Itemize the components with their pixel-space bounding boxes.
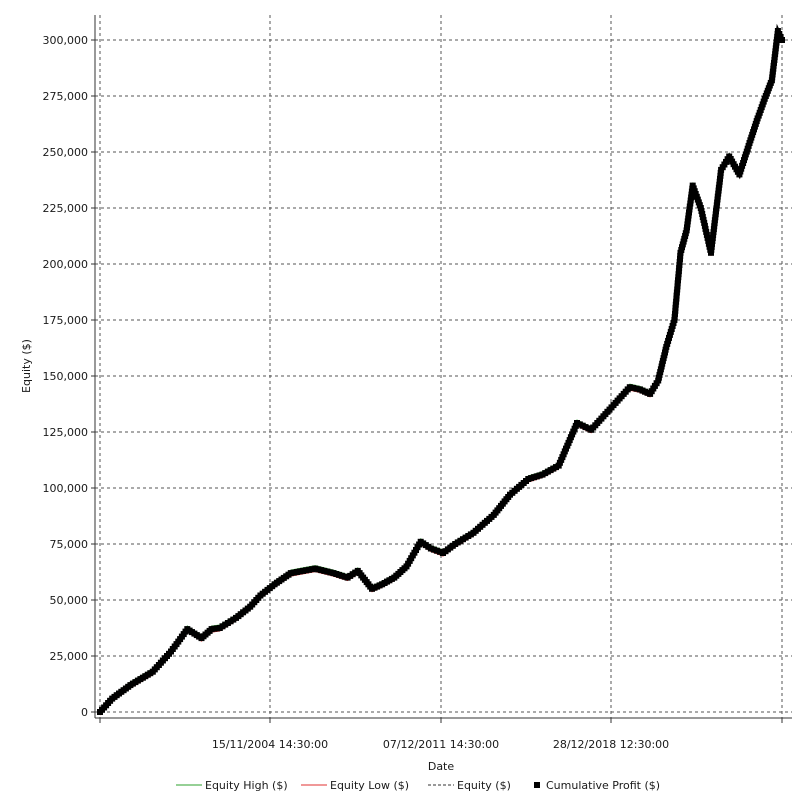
x-axis-title: Date xyxy=(428,760,455,773)
legend-label: Equity Low ($) xyxy=(330,779,409,792)
data-point xyxy=(673,292,680,299)
data-point xyxy=(673,298,680,305)
y-tick-label: 150,000 xyxy=(43,370,89,383)
data-point xyxy=(676,259,683,265)
y-tick-label: 0 xyxy=(81,706,88,719)
legend-label: Equity High ($) xyxy=(205,779,288,792)
data-point xyxy=(676,265,683,272)
y-tick-label: 300,000 xyxy=(43,34,89,47)
legend-item: Equity ($) xyxy=(428,779,511,792)
data-point xyxy=(672,310,678,317)
data-point xyxy=(675,271,682,278)
data-point xyxy=(677,252,684,259)
x-tick-label: 15/11/2004 14:30:00 xyxy=(212,738,328,751)
data-point xyxy=(633,385,640,392)
data-point xyxy=(324,568,331,575)
data-point xyxy=(303,567,309,574)
legend: Equity High ($) Equity Low ($) Equity ($) C… xyxy=(176,779,660,792)
legend-swatch xyxy=(534,782,540,788)
data-point xyxy=(672,304,679,311)
y-tick-label: 225,000 xyxy=(43,202,89,215)
x-tick-label: 28/12/2018 12:30:00 xyxy=(553,738,669,751)
x-axis-ticks: 15/11/2004 14:30:00 07/12/2011 14:30:00 28… xyxy=(99,718,783,751)
y-tick-label: 75,000 xyxy=(50,538,89,551)
data-point xyxy=(671,317,678,323)
data-point xyxy=(433,547,440,554)
data-point xyxy=(318,567,325,574)
y-tick-label: 250,000 xyxy=(43,146,89,159)
legend-label: Equity ($) xyxy=(457,779,511,792)
axes xyxy=(94,15,792,719)
x-tick-label: 07/12/2011 14:30:00 xyxy=(383,738,499,751)
legend-label: Cumulative Profit ($) xyxy=(546,779,660,792)
data-point xyxy=(630,384,637,391)
data-point xyxy=(626,384,633,391)
y-tick-label: 200,000 xyxy=(43,258,89,271)
cumulative-profit-markers xyxy=(97,28,785,715)
y-tick-label: 275,000 xyxy=(43,90,89,103)
y-axis-ticks: 0 25,000 50,000 75,000 100,000 125,000 150,000… xyxy=(43,34,95,719)
grid xyxy=(95,15,792,718)
legend-item: Equity High ($) xyxy=(176,779,288,792)
data-point xyxy=(309,566,316,573)
data-point xyxy=(674,283,681,290)
y-tick-label: 25,000 xyxy=(50,650,89,663)
y-tick-label: 50,000 xyxy=(50,594,89,607)
y-tick-label: 100,000 xyxy=(43,482,89,495)
data-point xyxy=(675,277,681,284)
y-tick-label: 125,000 xyxy=(43,426,89,439)
data-point xyxy=(296,568,303,575)
data-point xyxy=(674,286,681,293)
y-tick-label: 175,000 xyxy=(43,314,89,327)
y-axis-title: Equity ($) xyxy=(20,339,33,393)
legend-item: Equity Low ($) xyxy=(301,779,409,792)
data-point xyxy=(290,569,297,576)
data-point xyxy=(779,37,785,43)
legend-item: Cumulative Profit ($) xyxy=(534,779,660,792)
